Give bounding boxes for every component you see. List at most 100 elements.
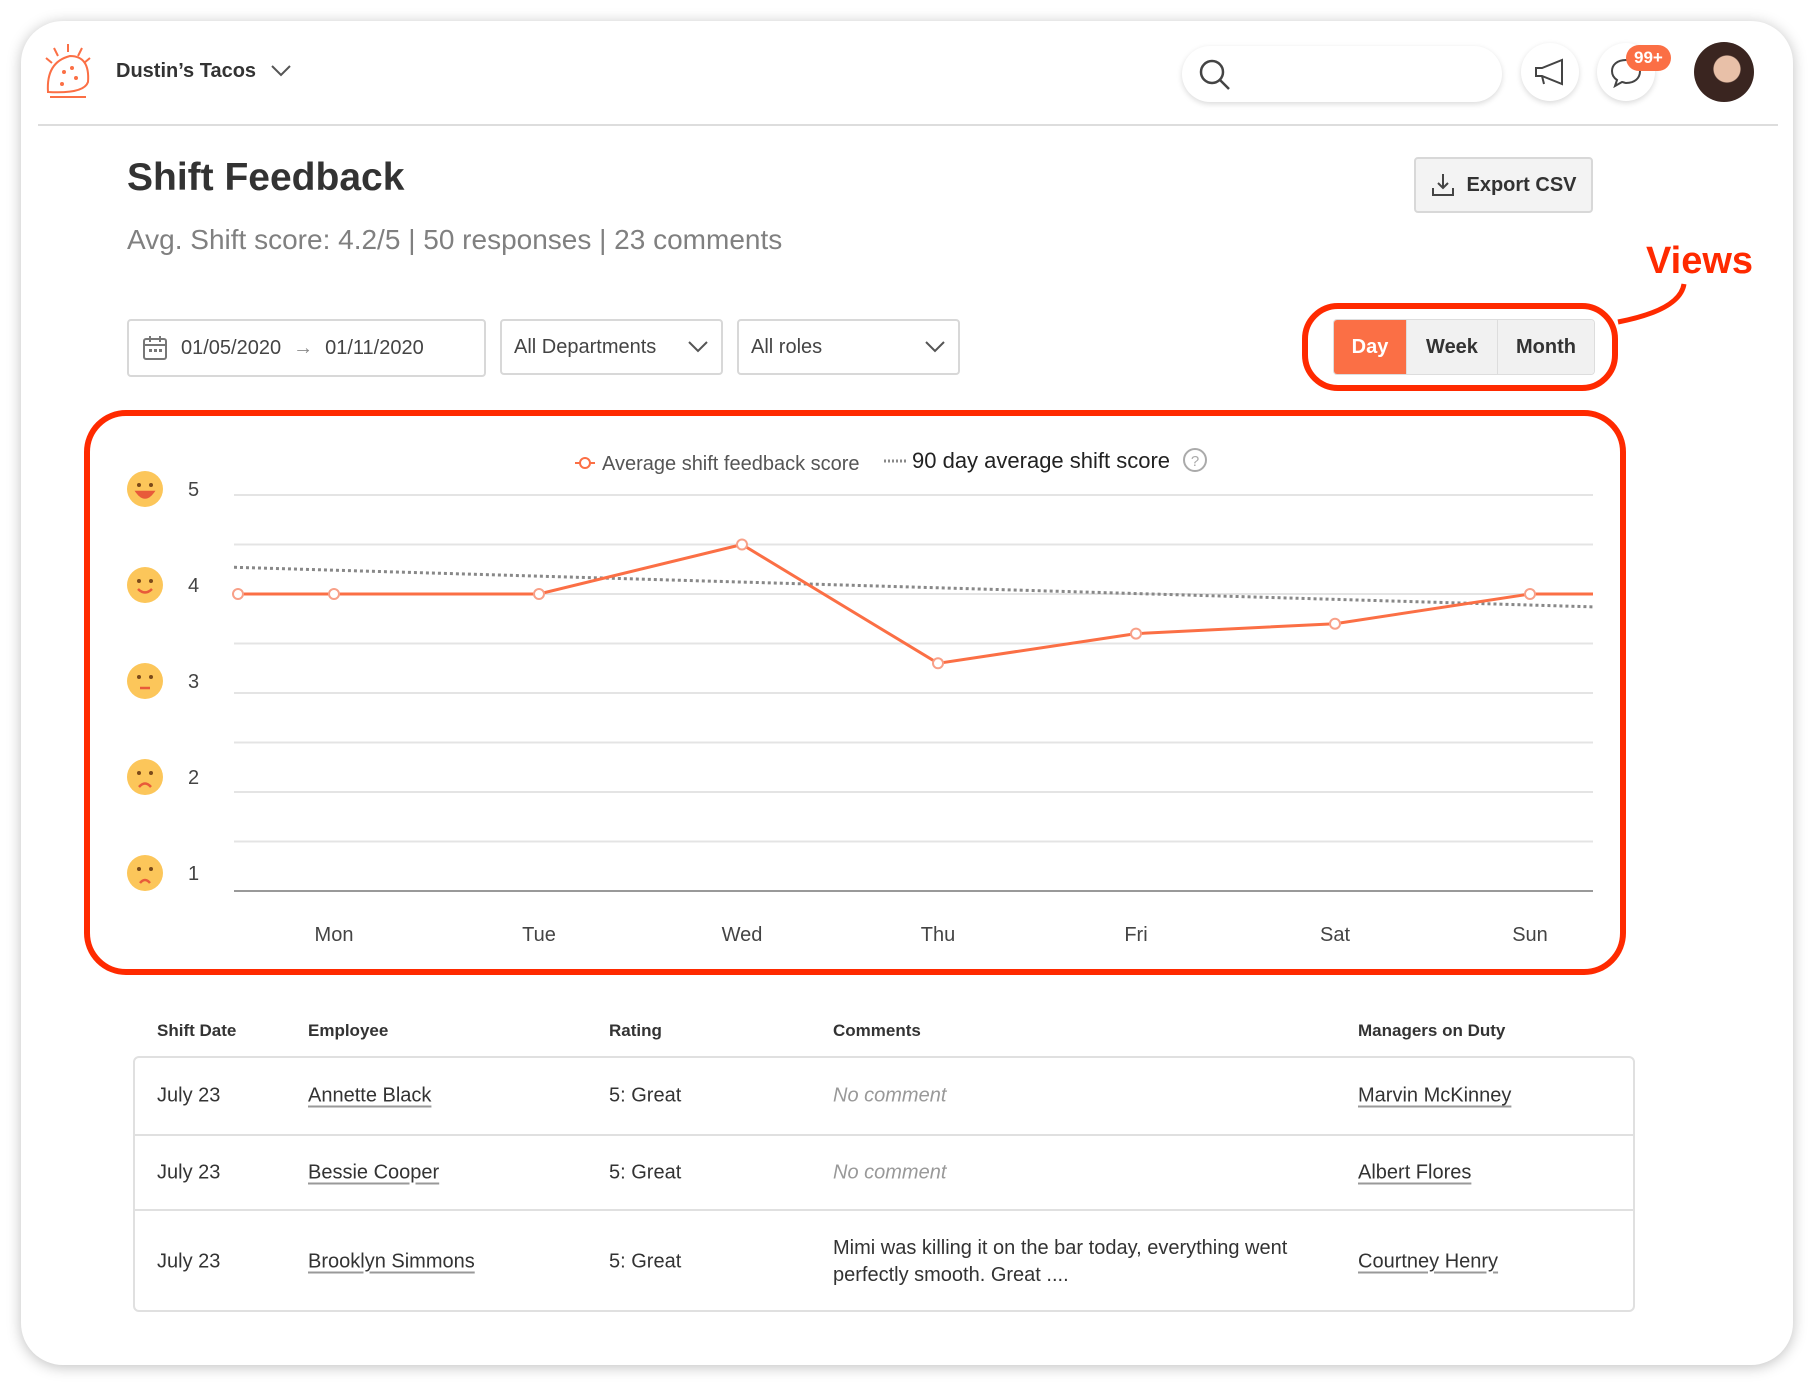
y-tick-label: 4 xyxy=(188,575,199,597)
angry-face-icon xyxy=(127,855,163,891)
shift-date: July 23 xyxy=(157,1250,221,1272)
chevron-down-icon xyxy=(688,341,708,353)
department-select[interactable]: All Departments xyxy=(500,319,723,375)
y-tick-label: 3 xyxy=(188,671,199,693)
x-tick-label: Wed xyxy=(722,924,763,946)
data-point xyxy=(232,588,244,600)
help-icon-glyph: ? xyxy=(1191,453,1199,470)
chevron-down-icon[interactable] xyxy=(270,64,292,78)
date-range-picker[interactable]: 01/05/2020 → 01/11/2020 xyxy=(127,319,486,377)
role-value: All roles xyxy=(751,335,823,358)
chart-highlight xyxy=(84,410,1626,975)
search-input[interactable] xyxy=(1182,46,1502,102)
role-select[interactable]: All roles xyxy=(737,319,960,375)
rating: 5: Great xyxy=(609,1161,682,1183)
face-eye xyxy=(137,579,141,583)
taco-logo-icon[interactable] xyxy=(40,42,96,102)
date-end: 01/11/2020 xyxy=(325,336,424,359)
user-avatar[interactable] xyxy=(1694,42,1754,102)
employee-link[interactable]: Annette Black xyxy=(308,1084,432,1107)
notification-badge: 99+ xyxy=(1626,45,1671,71)
comment: No comment xyxy=(833,1161,947,1183)
data-point xyxy=(1524,588,1536,600)
view-month-button[interactable]: Month xyxy=(1498,320,1594,374)
summary-stats: Avg. Shift score: 4.2/5 | 50 responses |… xyxy=(127,224,783,255)
shift-date: July 23 xyxy=(157,1084,221,1107)
manager-link[interactable]: Marvin McKinney xyxy=(1358,1084,1512,1107)
manager-link[interactable]: Courtney Henry xyxy=(1358,1250,1499,1272)
x-tick-label: Mon xyxy=(315,924,354,946)
face-eye xyxy=(137,675,141,679)
data-point xyxy=(736,538,748,551)
table-row[interactable]: July 23 Brooklyn Simmons 5: Great Mimi w… xyxy=(135,1211,1633,1312)
legend-ninety-day-label: 90 day average shift score xyxy=(912,448,1170,473)
data-point xyxy=(328,588,340,600)
announcements-button[interactable] xyxy=(1521,43,1579,101)
table-row[interactable]: July 23 Annette Black 5: Great No commen… xyxy=(135,1058,1633,1136)
y-tick-label: 5 xyxy=(188,479,199,501)
face-eye xyxy=(137,771,141,775)
department-value: All Departments xyxy=(514,335,657,358)
x-tick-label: Tue xyxy=(522,924,556,946)
face-mouth xyxy=(138,782,152,788)
face-eye xyxy=(149,675,153,679)
comment: Mimi was killing it on the bar today, ev… xyxy=(833,1236,1288,1286)
col-header-shift-date[interactable]: Shift Date xyxy=(157,1021,237,1040)
export-csv-label: Export CSV xyxy=(1466,173,1577,196)
views-annotation: Views xyxy=(1646,240,1754,282)
data-point xyxy=(1329,617,1341,630)
face-eye xyxy=(149,771,153,775)
data-point xyxy=(533,588,545,600)
export-csv-button[interactable]: Export CSV xyxy=(1414,157,1593,213)
col-header-rating[interactable]: Rating xyxy=(609,1021,662,1040)
average-score-line xyxy=(238,542,1593,665)
org-name[interactable]: Dustin’s Tacos xyxy=(116,60,257,82)
view-day-button[interactable]: Day xyxy=(1334,320,1407,374)
annotation-arrow xyxy=(1617,283,1687,325)
face-mouth xyxy=(134,490,156,499)
smiling-face-icon xyxy=(127,567,163,603)
search-icon xyxy=(1199,59,1230,90)
rating: 5: Great xyxy=(609,1084,682,1107)
page-title: Shift Feedback xyxy=(127,156,405,199)
comment: No comment xyxy=(833,1084,947,1107)
face-eye xyxy=(149,867,153,871)
shift-date: July 23 xyxy=(157,1161,221,1183)
manager-link[interactable]: Albert Flores xyxy=(1358,1161,1472,1183)
col-header-comments[interactable]: Comments xyxy=(833,1021,921,1040)
feedback-chart: 5 4 3 2 1 Mon Tue Wed Thu Fri Sat Sun Average shift … xyxy=(127,448,1594,946)
employee-link[interactable]: Brooklyn Simmons xyxy=(308,1250,475,1272)
frowning-face-icon xyxy=(127,759,163,795)
megaphone-icon xyxy=(1535,58,1563,86)
y-tick-label: 1 xyxy=(188,863,199,885)
arrow-right-icon: → xyxy=(293,336,314,359)
feedback-table: July 23 Annette Black 5: Great No commen… xyxy=(133,1056,1635,1312)
data-point xyxy=(1130,627,1142,640)
views-highlight xyxy=(1302,303,1618,391)
x-tick-label: Sun xyxy=(1512,924,1548,946)
face-eye xyxy=(149,579,153,583)
legend-marker xyxy=(579,457,591,469)
face-eye xyxy=(137,867,141,871)
header-divider xyxy=(38,124,1778,126)
x-tick-label: Sat xyxy=(1320,924,1350,946)
employee-link[interactable]: Bessie Cooper xyxy=(308,1161,440,1183)
view-toggle: Day Week Month xyxy=(1333,319,1595,375)
chevron-down-icon xyxy=(925,341,945,353)
face-mouth xyxy=(137,588,153,594)
grinning-face-icon xyxy=(127,471,163,507)
rating: 5: Great xyxy=(609,1250,682,1272)
view-week-button[interactable]: Week xyxy=(1407,320,1498,374)
col-header-managers[interactable]: Managers on Duty xyxy=(1358,1021,1506,1040)
date-start: 01/05/2020 xyxy=(181,336,282,359)
face-eye xyxy=(149,483,153,487)
col-header-employee[interactable]: Employee xyxy=(308,1021,389,1040)
table-row[interactable]: July 23 Bessie Cooper 5: Great No commen… xyxy=(135,1136,1633,1211)
x-tick-label: Fri xyxy=(1124,924,1147,946)
help-icon xyxy=(1183,448,1207,472)
face-eye xyxy=(137,483,141,487)
x-tick-label: Thu xyxy=(921,924,955,946)
y-tick-label: 2 xyxy=(188,767,199,789)
data-point xyxy=(932,657,944,670)
face-mouth xyxy=(139,878,151,884)
